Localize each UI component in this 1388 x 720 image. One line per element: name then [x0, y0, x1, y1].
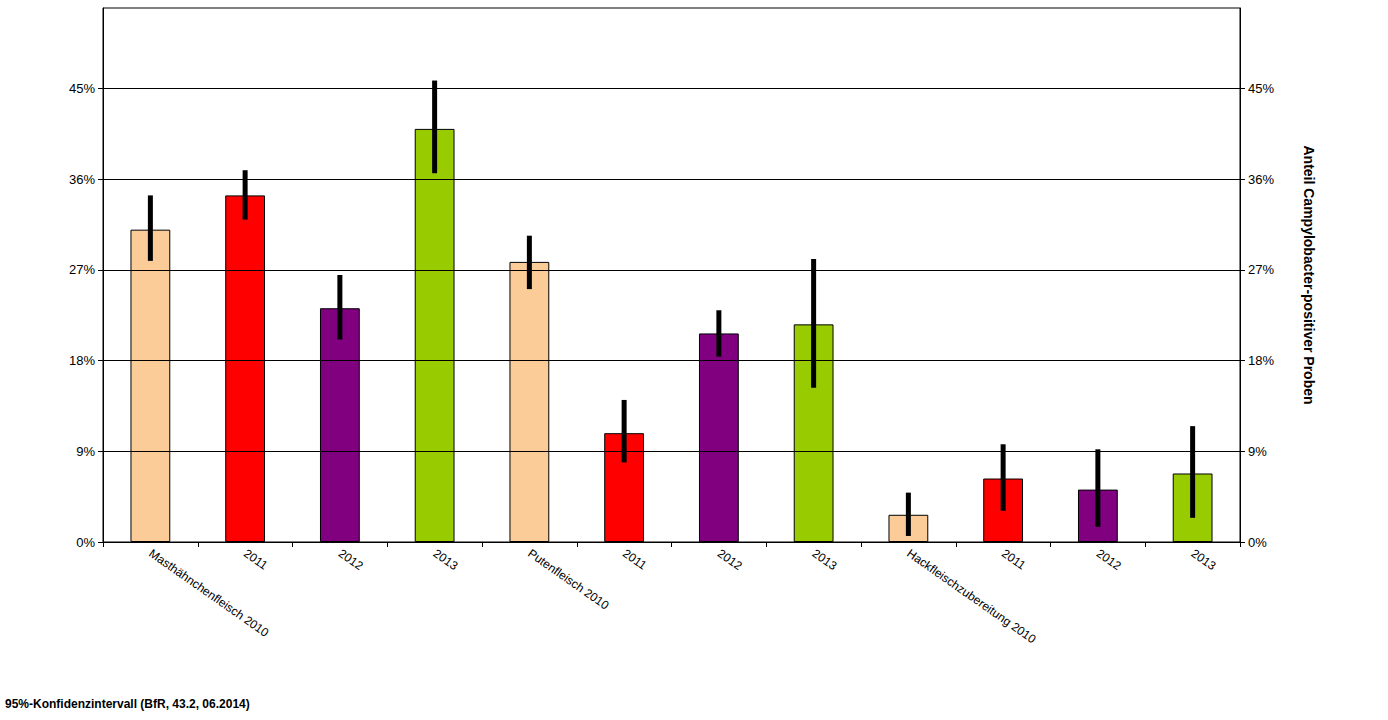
svg-text:0%: 0% [76, 535, 95, 550]
svg-text:45%: 45% [69, 81, 95, 96]
svg-text:2011: 2011 [241, 546, 270, 572]
svg-text:36%: 36% [1248, 172, 1274, 187]
svg-text:2013: 2013 [431, 546, 461, 573]
svg-text:Anteil Campylobacter-positiver: Anteil Campylobacter-positiver Proben [1301, 145, 1317, 404]
svg-text:18%: 18% [69, 353, 95, 368]
svg-text:95%-Konfidenzintervall (BfR, 4: 95%-Konfidenzintervall (BfR, 43.2, 06.20… [5, 697, 250, 711]
svg-text:0%: 0% [1248, 535, 1267, 550]
svg-text:18%: 18% [1248, 353, 1274, 368]
svg-text:27%: 27% [69, 262, 95, 277]
svg-text:45%: 45% [1248, 81, 1274, 96]
svg-text:36%: 36% [69, 172, 95, 187]
svg-text:2012: 2012 [1094, 546, 1124, 573]
svg-text:9%: 9% [1248, 444, 1267, 459]
svg-text:Masthähnchenfleisch 2010: Masthähnchenfleisch 2010 [146, 546, 271, 640]
svg-text:2011: 2011 [999, 546, 1028, 572]
svg-text:Putenfleisch 2010: Putenfleisch 2010 [525, 546, 611, 612]
svg-text:9%: 9% [76, 444, 95, 459]
svg-text:2012: 2012 [336, 546, 366, 573]
svg-text:2013: 2013 [810, 546, 840, 573]
svg-text:Hackfleischzubereitung 2010: Hackfleischzubereitung 2010 [904, 546, 1038, 646]
svg-text:2013: 2013 [1189, 546, 1219, 573]
svg-text:2011: 2011 [620, 546, 649, 572]
svg-text:2012: 2012 [715, 546, 745, 573]
svg-text:27%: 27% [1248, 262, 1274, 277]
